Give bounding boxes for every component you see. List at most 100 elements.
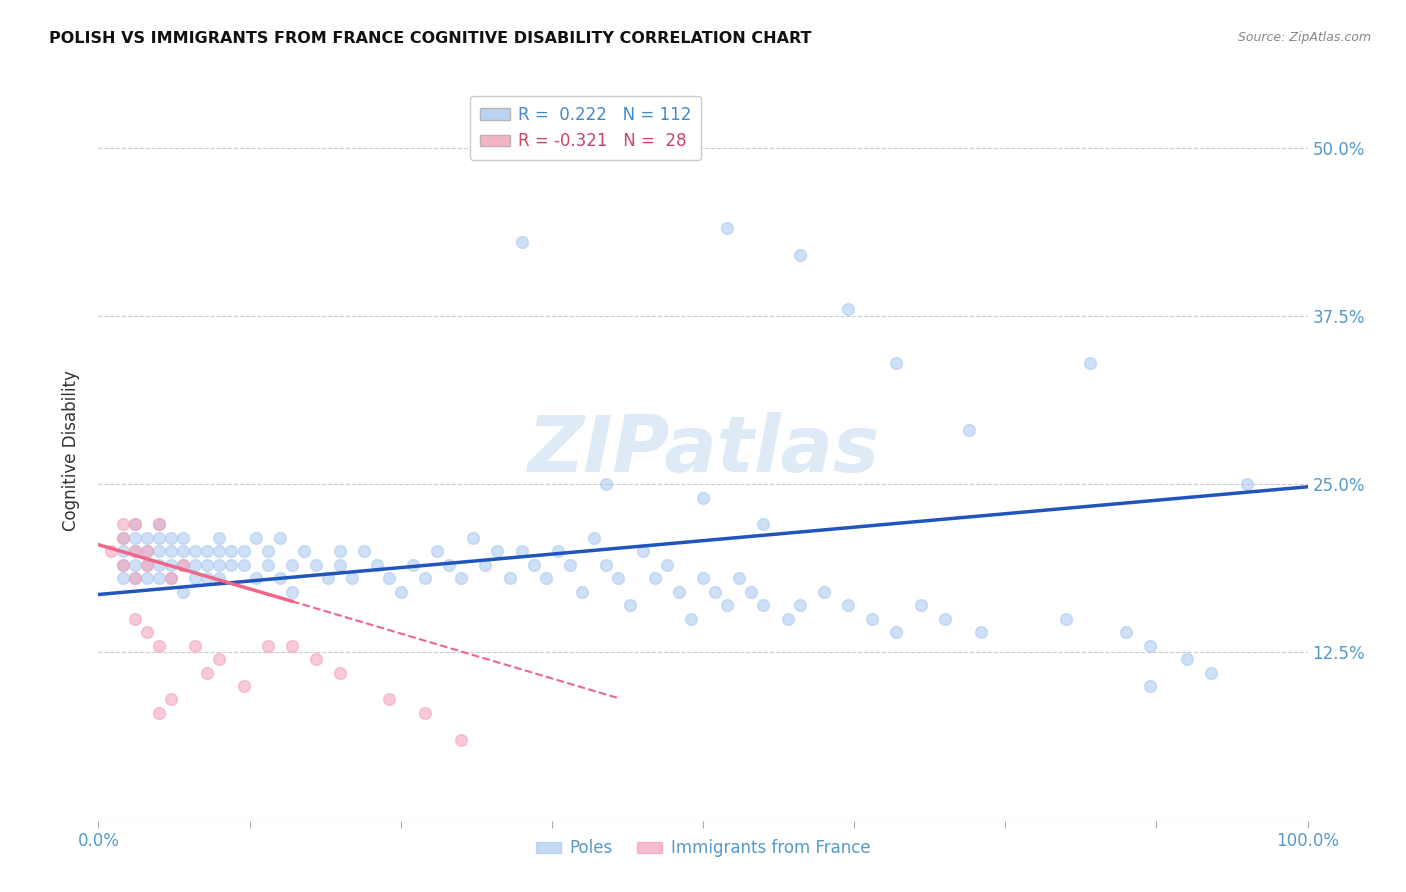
Point <box>245 571 267 585</box>
Point <box>789 248 811 262</box>
Point <box>269 571 291 585</box>
Point <box>256 639 278 653</box>
Point <box>752 599 775 613</box>
Point <box>221 558 243 572</box>
Point <box>813 584 835 599</box>
Point <box>135 558 157 572</box>
Point <box>534 571 557 585</box>
Point <box>463 531 485 545</box>
Point <box>160 571 183 585</box>
Point <box>402 558 425 572</box>
Point <box>655 558 678 572</box>
Point <box>837 599 859 613</box>
Point <box>353 544 375 558</box>
Point <box>184 544 207 558</box>
Point <box>124 517 146 532</box>
Point <box>232 544 254 558</box>
Point <box>160 571 183 585</box>
Point <box>329 544 352 558</box>
Point <box>135 544 157 558</box>
Point <box>148 706 170 720</box>
Point <box>124 517 146 532</box>
Point <box>195 571 218 585</box>
Point <box>704 584 727 599</box>
Point <box>970 625 993 640</box>
Point <box>377 692 399 706</box>
Point <box>547 544 569 558</box>
Point <box>281 584 304 599</box>
Point <box>184 558 207 572</box>
Point <box>124 571 146 585</box>
Point <box>607 571 630 585</box>
Point <box>148 558 170 572</box>
Point <box>195 558 218 572</box>
Point <box>281 558 304 572</box>
Point <box>135 558 157 572</box>
Point <box>111 571 134 585</box>
Point <box>1236 477 1258 491</box>
Point <box>135 625 157 640</box>
Point <box>510 544 533 558</box>
Point <box>740 584 762 599</box>
Point <box>256 544 278 558</box>
Point <box>860 612 883 626</box>
Point <box>195 665 218 680</box>
Y-axis label: Cognitive Disability: Cognitive Disability <box>62 370 80 531</box>
Point <box>716 599 738 613</box>
Point <box>1199 665 1222 680</box>
Point <box>342 571 364 585</box>
Point <box>208 652 231 666</box>
Point <box>668 584 690 599</box>
Point <box>510 235 533 249</box>
Point <box>184 571 207 585</box>
Point <box>426 544 449 558</box>
Point <box>583 531 606 545</box>
Point <box>316 571 339 585</box>
Text: POLISH VS IMMIGRANTS FROM FRANCE COGNITIVE DISABILITY CORRELATION CHART: POLISH VS IMMIGRANTS FROM FRANCE COGNITI… <box>49 31 811 46</box>
Point <box>160 531 183 545</box>
Point <box>148 517 170 532</box>
Point <box>208 544 231 558</box>
Point <box>595 558 617 572</box>
Point <box>837 302 859 317</box>
Point <box>148 531 170 545</box>
Point <box>111 544 134 558</box>
Point <box>111 531 134 545</box>
Point <box>172 544 194 558</box>
Point <box>256 558 278 572</box>
Point <box>413 571 436 585</box>
Point <box>486 544 509 558</box>
Point <box>474 558 496 572</box>
Point <box>124 571 146 585</box>
Point <box>450 571 472 585</box>
Point <box>571 584 593 599</box>
Point <box>135 571 157 585</box>
Point <box>631 544 654 558</box>
Point <box>619 599 641 613</box>
Point <box>389 584 412 599</box>
Point <box>195 544 218 558</box>
Point <box>934 612 956 626</box>
Point <box>269 531 291 545</box>
Point <box>124 558 146 572</box>
Point <box>558 558 581 572</box>
Point <box>437 558 460 572</box>
Point <box>1115 625 1137 640</box>
Point <box>221 544 243 558</box>
Point <box>124 544 146 558</box>
Point <box>148 571 170 585</box>
Point <box>172 558 194 572</box>
Point <box>377 571 399 585</box>
Point <box>172 558 194 572</box>
Point <box>776 612 799 626</box>
Legend: Poles, Immigrants from France: Poles, Immigrants from France <box>529 833 877 864</box>
Point <box>957 423 980 437</box>
Point <box>208 571 231 585</box>
Point <box>208 558 231 572</box>
Point <box>148 517 170 532</box>
Point <box>172 584 194 599</box>
Point <box>148 639 170 653</box>
Point <box>498 571 520 585</box>
Point <box>281 639 304 653</box>
Point <box>366 558 388 572</box>
